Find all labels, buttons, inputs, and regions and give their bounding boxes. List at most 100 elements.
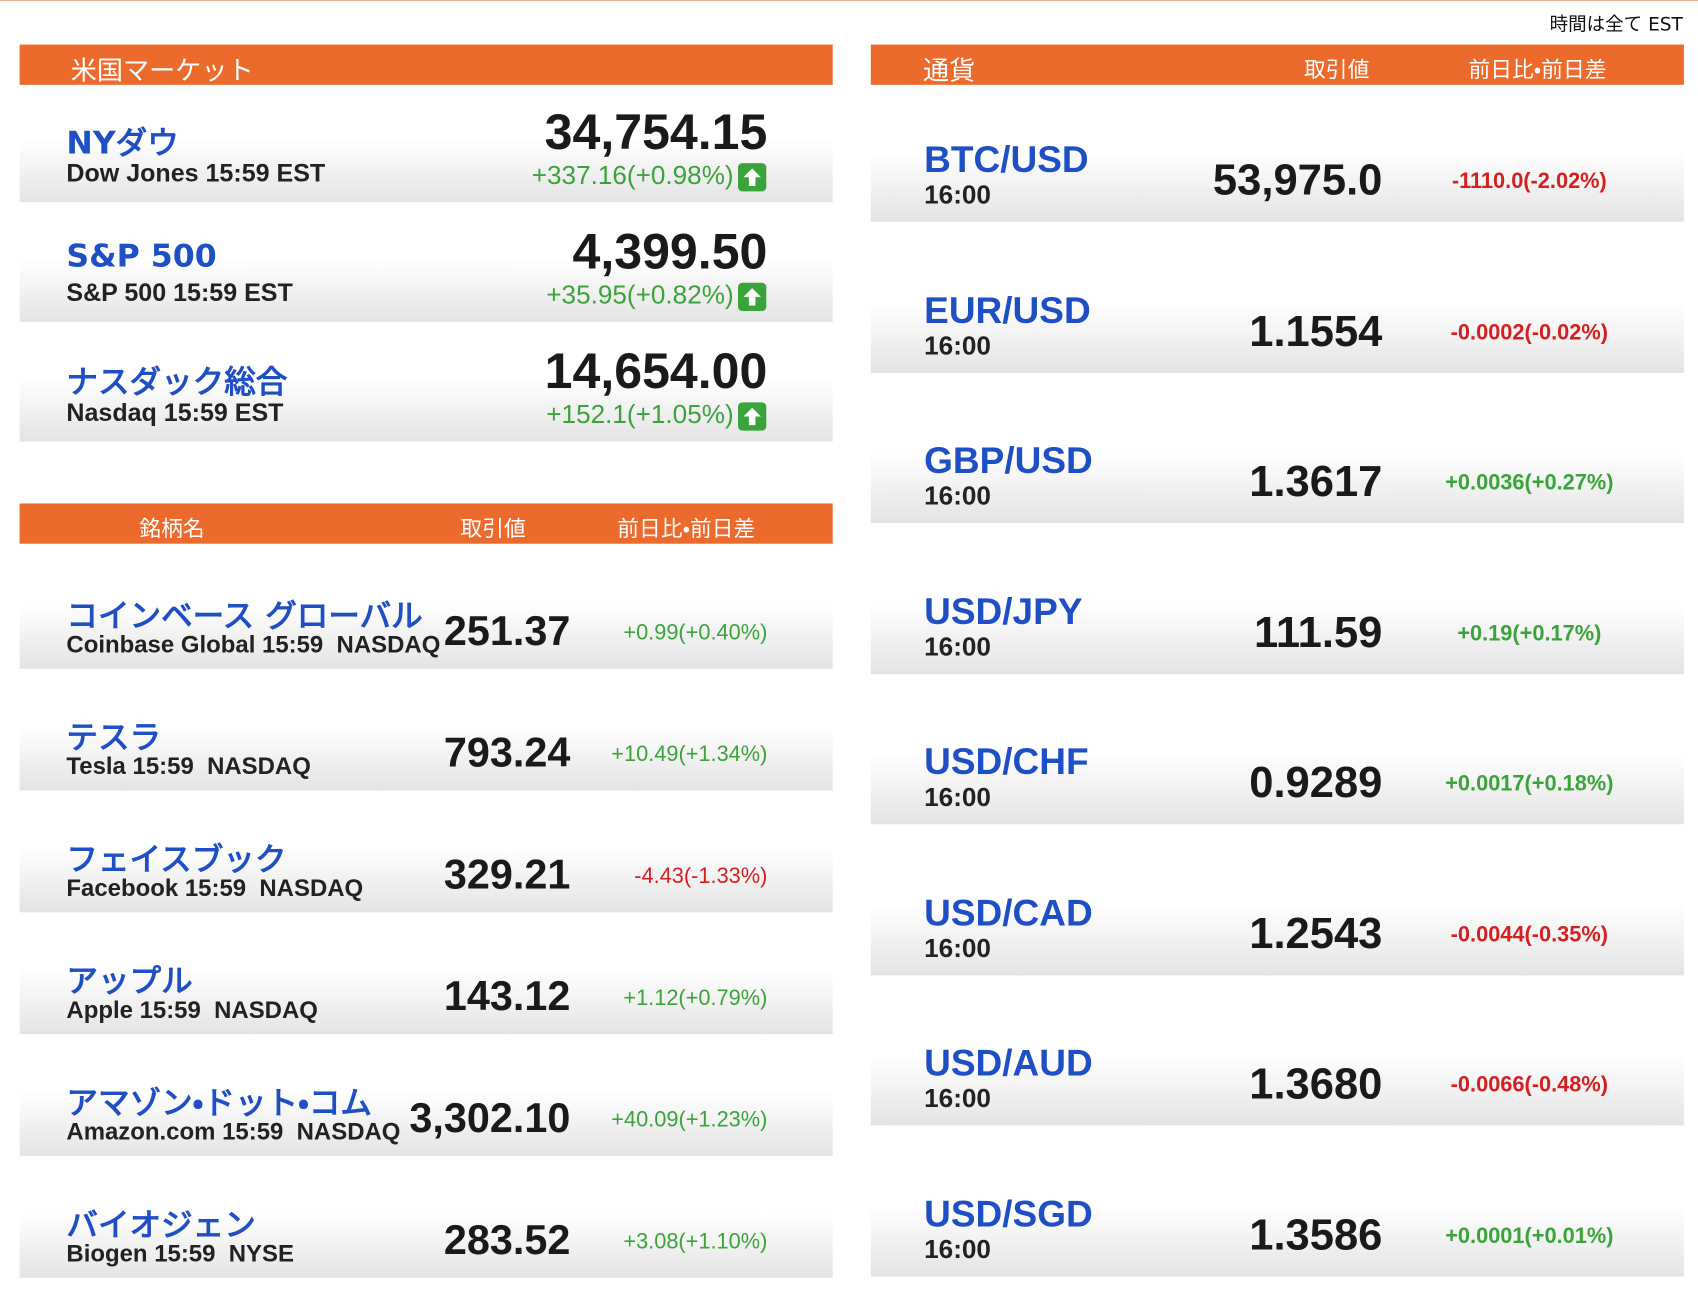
stock-value: 3,302.10 [409, 1096, 571, 1142]
currency-value: 111.59 [1254, 608, 1383, 657]
up-arrow-icon [738, 282, 767, 311]
currency-row: USD/AUD 16:00 1.3680 -0.0066(-0.48%) [870, 994, 1684, 1126]
index-row: S&P 500 S&P 500 15:59 EST 4,399.50 +35.95(+… [19, 206, 833, 322]
stock-value: 283.52 [443, 1217, 571, 1264]
stock-row: アップル Apple 15:59 NASDAQ 143.12 +1.12(+0.79%… [19, 914, 833, 1035]
currency-pair: USD/AUD [924, 1042, 1093, 1085]
index-name: NYダウ [66, 123, 179, 161]
currency-value: 1.1554 [1249, 307, 1383, 356]
stock-change: +40.09(+1.23%) [611, 1108, 768, 1132]
stock-sub: Tesla 15:59 NASDAQ [66, 752, 311, 780]
currency-time: 16:00 [924, 1084, 991, 1114]
top-rule [0, 0, 1698, 2]
stocks-header: 銘柄名 取引値 前日比・前日差 [19, 503, 833, 544]
index-value: 34,754.15 [544, 103, 768, 160]
up-arrow-icon [738, 163, 767, 192]
us-market-header: 米国マーケット [19, 44, 833, 86]
stock-row: フェイスブック Facebook 15:59 NASDAQ 329.21 -4.43(… [19, 792, 833, 913]
currency-pair: USD/SGD [924, 1193, 1093, 1235]
stock-change: +0.99(+0.40%) [623, 620, 768, 645]
stock-value: 329.21 [443, 852, 571, 899]
stock-row: テスラ Tesla 15:59 NASDAQ 793.24 +10.49(+1.34%… [19, 670, 833, 791]
currency-change: -1110.0(-2.02%) [1451, 169, 1607, 194]
index-sub: Dow Jones 15:59 EST [66, 158, 326, 188]
arrow [743, 407, 761, 426]
currency-value: 53,975.0 [1212, 156, 1383, 205]
currency-row: GBP/USD 16:00 1.3617 +0.0036(+0.27%) [870, 392, 1684, 524]
currency-row: USD/CHF 16:00 0.9289 +0.0017(+0.18%) [870, 693, 1684, 825]
stock-sub: Amazon.com 15:59 NASDAQ [66, 1117, 401, 1146]
stock-value: 793.24 [443, 730, 571, 777]
column-header: 銘柄名 [139, 515, 205, 542]
index-sub: S&P 500 15:59 EST [66, 278, 293, 307]
index-change: +35.95(+0.82%) [546, 280, 734, 310]
currency-change: +0.0001(+0.01%) [1445, 1223, 1614, 1248]
currency-time: 16:00 [924, 933, 991, 963]
currency-change: +0.0017(+0.18%) [1445, 772, 1614, 796]
currency-row: EUR/USD 16:00 1.1554 -0.0002(-0.02%) [870, 241, 1684, 373]
currency-change: -0.0066(-0.48%) [1450, 1073, 1609, 1098]
currency-time: 16:00 [924, 180, 991, 210]
currency-pair: USD/CAD [924, 892, 1093, 934]
stock-row: コインベース グローバル Coinbase Global 15:59 NASDAQ… [19, 549, 833, 669]
index-name: S&P 500 [66, 237, 217, 275]
stock-name: コインベース グローバル [66, 596, 423, 634]
time-note: 時間は全て EST [1549, 14, 1683, 36]
stock-change: +3.08(+1.10%) [623, 1229, 768, 1254]
arrow [743, 288, 761, 306]
index-row: ナスダック総合 Nasdaq 15:59 EST 14,654.00 +152.1(+… [19, 326, 833, 442]
stock-sub: Apple 15:59 NASDAQ [66, 996, 318, 1024]
arrow [743, 168, 761, 186]
stock-value: 251.37 [443, 608, 571, 655]
currency-pair: EUR/USD [924, 289, 1091, 332]
stock-change: +1.12(+0.79%) [623, 986, 768, 1011]
stock-sub: Coinbase Global 15:59 NASDAQ [66, 630, 441, 658]
currency-pair: GBP/USD [924, 440, 1093, 482]
currency-pair: USD/CHF [924, 741, 1089, 783]
column-header: 取引値 [460, 515, 526, 542]
stock-change: -4.43(-1.33%) [634, 864, 768, 889]
currency-change: +0.19(+0.17%) [1457, 621, 1602, 646]
stock-name: テスラ [66, 718, 162, 756]
index-row: NYダウ Dow Jones 15:59 EST 34,754.15 +337.16(… [19, 86, 833, 203]
currencies-header: 通貨 取引値 前日比・前日差 [870, 44, 1684, 86]
index-sub: Nasdaq 15:59 EST [66, 397, 284, 427]
currency-row: USD/JPY 16:00 111.59 +0.19(+0.17%) [870, 543, 1684, 674]
currency-value: 1.3586 [1249, 1210, 1383, 1259]
currency-pair: BTC/USD [924, 139, 1089, 181]
currency-time: 16:00 [924, 632, 991, 662]
stock-value: 143.12 [443, 974, 571, 1020]
currency-value: 1.3617 [1249, 457, 1383, 506]
column-header: 通貨 [923, 55, 976, 86]
currency-change: -0.0044(-0.35%) [1450, 922, 1609, 947]
column-header: 取引値 [1304, 56, 1370, 83]
currency-pair: USD/JPY [924, 591, 1083, 633]
stock-name: アップル [66, 962, 193, 1000]
stock-sub: Biogen 15:59 NYSE [66, 1239, 294, 1267]
currency-time: 16:00 [924, 331, 991, 361]
stock-row: バイオジェン Biogen 15:59 NYSE 283.52 +3.08(+1.10… [19, 1158, 833, 1278]
index-value: 4,399.50 [572, 222, 768, 280]
index-name: ナスダック総合 [66, 363, 288, 401]
index-change: +337.16(+0.98%) [531, 160, 734, 191]
column-header: 前日比・前日差 [617, 515, 756, 542]
currency-row: BTC/USD 16:00 53,975.0 -1110.0(-2.02%) [870, 91, 1684, 222]
index-value: 14,654.00 [544, 342, 768, 400]
currency-value: 1.2543 [1249, 909, 1383, 958]
currency-row: USD/CAD 16:00 1.2543 -0.0044(-0.35%) [870, 844, 1684, 975]
stock-name: フェイスブック [66, 840, 287, 878]
currency-change: +0.0036(+0.27%) [1445, 470, 1614, 495]
currency-value: 1.3680 [1249, 1060, 1383, 1109]
currency-value: 0.9289 [1249, 759, 1383, 807]
currency-time: 16:00 [924, 1234, 991, 1265]
currency-time: 16:00 [924, 782, 991, 813]
us-market-title: 米国マーケット [70, 55, 254, 86]
currency-row: USD/SGD 16:00 1.3586 +0.0001(+0.01%) [870, 1145, 1684, 1277]
currency-time: 16:00 [924, 481, 991, 512]
stock-change: +10.49(+1.34%) [611, 742, 768, 767]
up-arrow-icon [738, 402, 767, 431]
currency-change: -0.0002(-0.02%) [1450, 320, 1609, 345]
column-header: 前日比・前日差 [1468, 56, 1607, 83]
